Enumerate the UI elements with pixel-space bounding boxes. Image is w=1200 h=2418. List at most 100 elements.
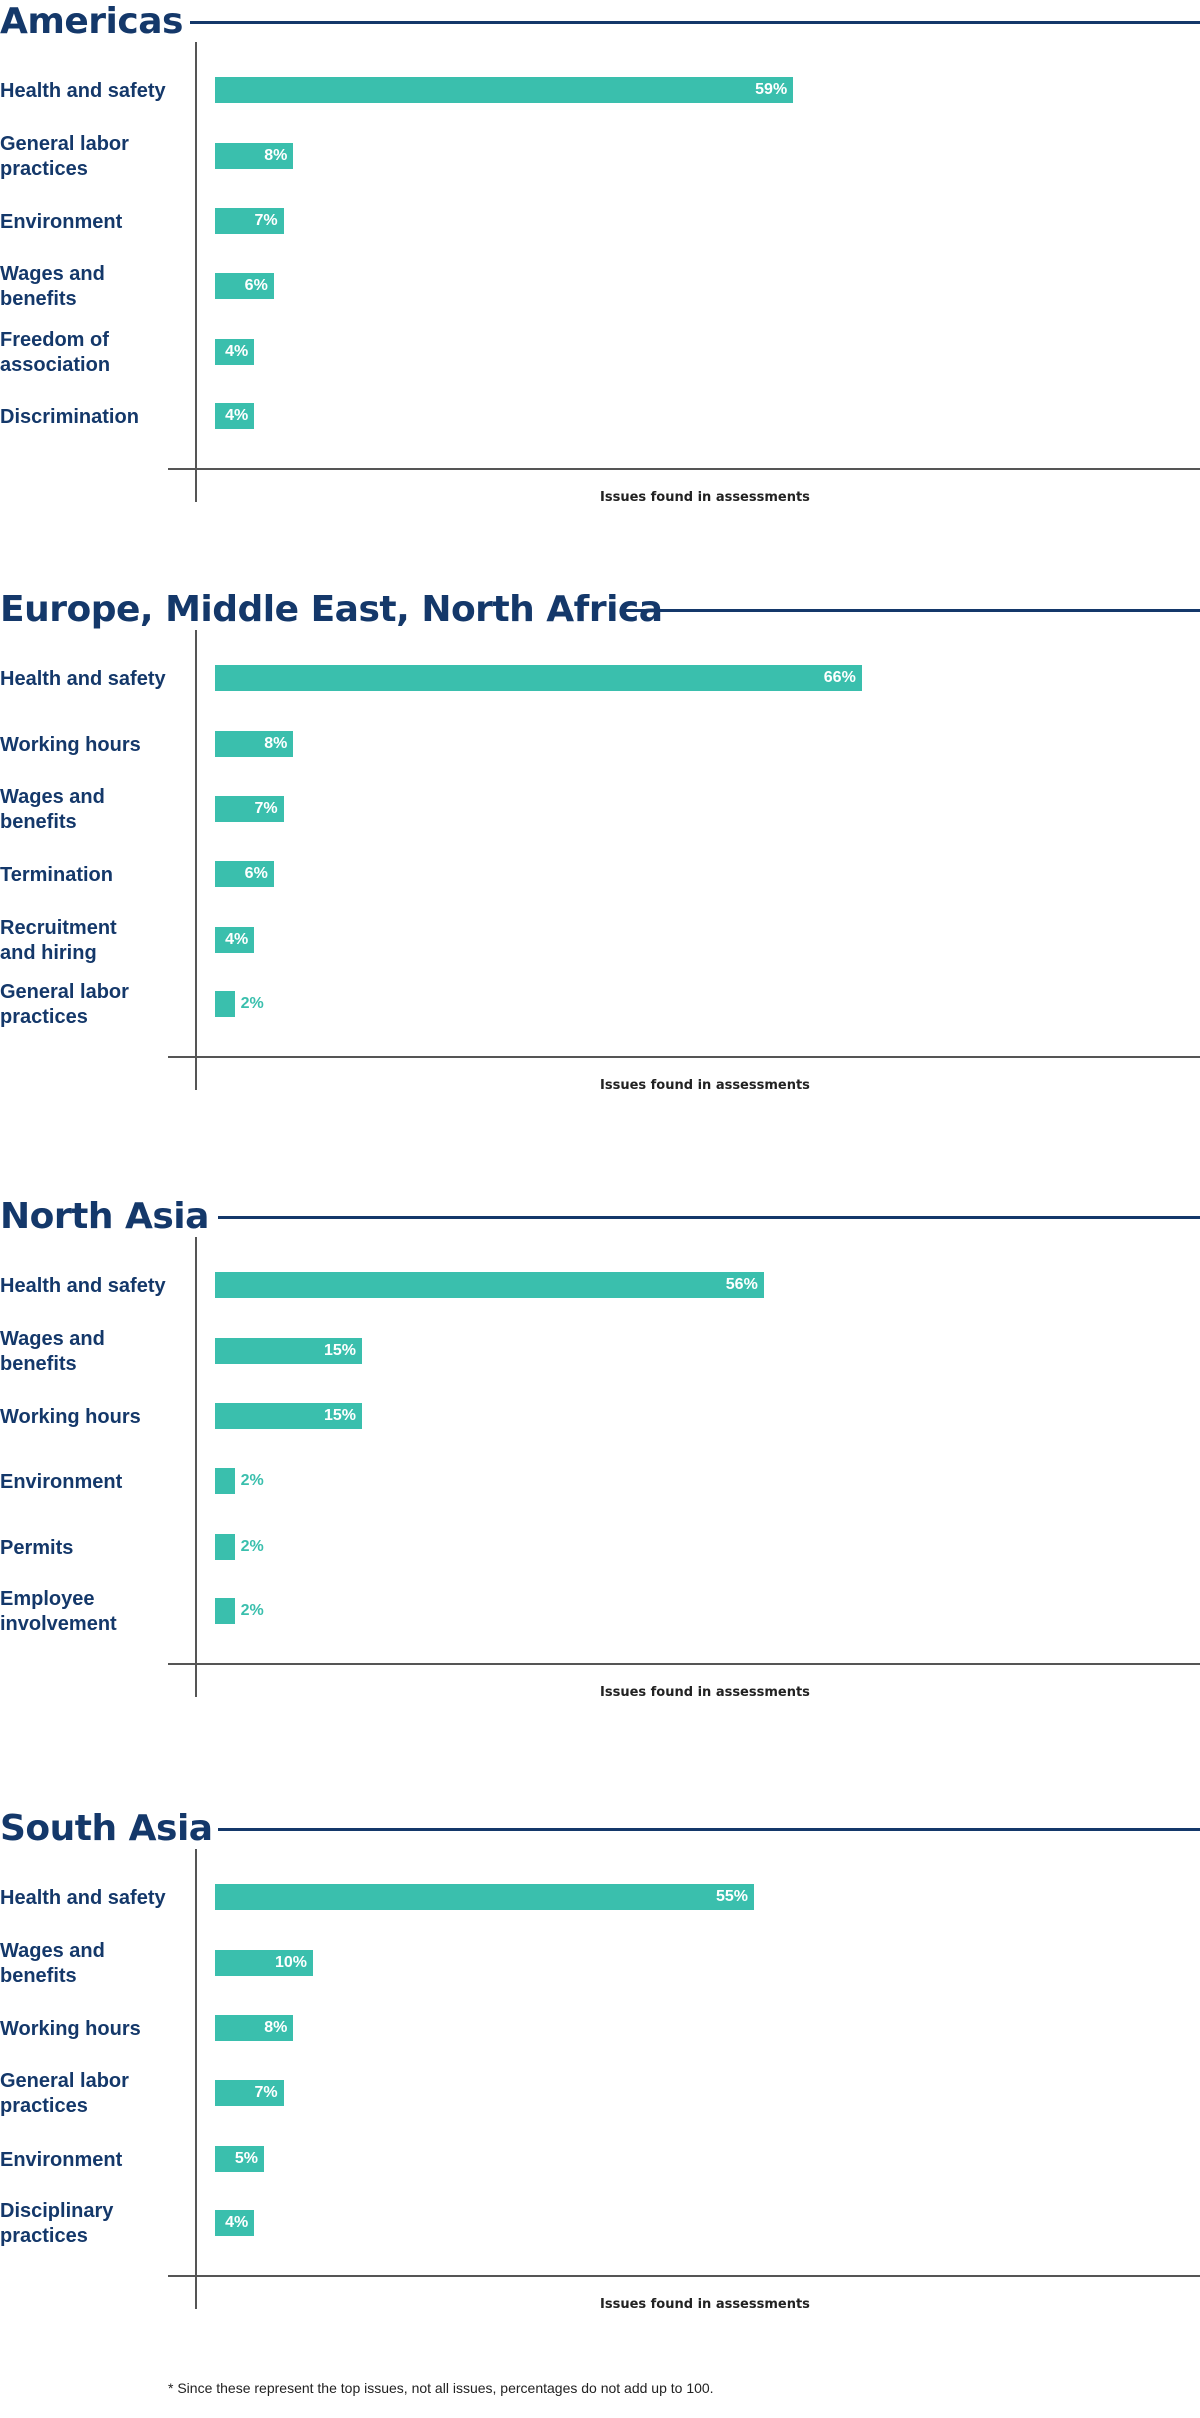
x-axis-label: Issues found in assessments [600,490,810,505]
bar-working-hours [215,2015,294,2041]
bar-wages-and-benefits [215,1950,313,1976]
title-rule [190,21,1200,24]
value-label: 4% [225,2214,249,2231]
category-label-line: Health and safety [0,79,166,102]
x-axis-label: Issues found in assessments [600,1685,810,1700]
bar-environment [215,208,284,234]
category-label-line: Environment [0,2148,123,2171]
category-label: Wages and benefits [0,1327,185,1377]
category-label: Discrimination [0,405,185,430]
value-label: 7% [254,212,278,229]
category-label-line: benefits [0,811,77,833]
category-label-line: General labor [0,2070,129,2092]
category-label-line: Environment [0,210,123,233]
value-label: 2% [240,1472,264,1489]
title-rule [218,1216,1200,1219]
category-label-line: involvement [0,1613,117,1635]
bar-working-hours [215,1403,362,1429]
category-label: General labor practices [0,2069,185,2119]
chart-title: Europe, Middle East, North Africa [0,589,663,630]
value-label: 6% [244,277,268,294]
category-label-line: practices [0,2225,88,2247]
chart-north-asia: North Asia Issues found in assessments Hea… [0,1195,1200,1755]
value-label: 8% [264,735,288,752]
category-label: Wages and benefits [0,1939,185,1989]
category-label-line: Wages and [0,1328,105,1350]
category-label-line: Employee [0,1588,95,1610]
category-label-line: General labor [0,981,129,1003]
category-label: Freedom of association [0,328,185,378]
category-label-line: Working hours [0,1405,141,1428]
y-axis-line [195,1237,197,1697]
value-label: 2% [240,1538,264,1555]
category-label: Recruitment and hiring [0,916,185,966]
category-label-line: practices [0,158,88,180]
category-label-line: Discrimination [0,405,139,428]
x-axis-line [168,2275,1200,2277]
chart-europe-middle-east-north-africa: Europe, Middle East, North Africa Issues … [0,588,1200,1148]
bar-freedom-of-association [215,339,255,365]
category-label-line: benefits [0,288,77,310]
category-label-line: Wages and [0,786,105,808]
category-label: Termination [0,863,185,888]
bar-termination [215,861,274,887]
bar-discrimination [215,403,255,429]
bar-health-and-safety [215,77,794,103]
category-label-line: association [0,354,111,376]
x-axis-line [168,1663,1200,1665]
bar-health-and-safety [215,665,862,691]
bar-general-labor-practices [215,2080,284,2106]
y-axis-line [195,42,197,502]
category-label-line: Environment [0,1470,123,1493]
value-label: 59% [755,81,788,98]
bar-environment [215,1468,235,1494]
category-label: Wages and benefits [0,785,185,835]
x-axis-label: Issues found in assessments [600,2297,810,2312]
category-label: Permits [0,1536,185,1561]
category-label-line: Freedom of [0,329,109,351]
bar-employee-involvement [215,1598,235,1624]
bar-working-hours [215,731,294,757]
value-label: 6% [244,865,268,882]
category-label: Employee involvement [0,1587,185,1637]
bar-permits [215,1534,235,1560]
bar-wages-and-benefits [215,1338,362,1364]
chart-south-asia: South Asia Issues found in assessments Hea… [0,1807,1200,2367]
category-label-line: Health and safety [0,1886,166,1909]
x-axis-line [168,468,1200,470]
y-axis-line [195,630,197,1090]
category-label: Working hours [0,2017,185,2042]
chart-title: Americas [0,1,183,42]
category-label-line: Termination [0,863,113,886]
category-label-line: Working hours [0,733,141,756]
value-label: 15% [323,1342,356,1359]
value-label: 4% [225,407,249,424]
category-label: Working hours [0,1405,185,1430]
category-label-line: Recruitment [0,917,117,939]
category-label-line: Disciplinary [0,2200,114,2222]
category-label: Disciplinary practices [0,2199,185,2249]
category-label-line: Health and safety [0,667,166,690]
category-label: Health and safety [0,79,185,104]
category-label: General labor practices [0,980,185,1030]
bar-environment [215,2146,264,2172]
category-label: Environment [0,1470,185,1495]
category-label-line: benefits [0,1965,77,1987]
value-label: 2% [240,1602,264,1619]
value-label: 55% [715,1888,748,1905]
chart-title: South Asia [0,1808,213,1849]
bar-disciplinary-practices [215,2210,255,2236]
value-label: 8% [264,2019,288,2036]
value-label: 7% [254,2084,278,2101]
category-label: Health and safety [0,1886,185,1911]
value-label: 10% [274,1954,307,1971]
category-label: Health and safety [0,1274,185,1299]
value-label: 4% [225,931,249,948]
value-label: 2% [240,995,264,1012]
value-label: 15% [323,1407,356,1424]
value-label: 56% [725,1276,758,1293]
category-label-line: and hiring [0,942,97,964]
footnote: * Since these represent the top issues, … [168,2380,714,2396]
chart-title: North Asia [0,1196,209,1237]
category-label-line: Working hours [0,2017,141,2040]
